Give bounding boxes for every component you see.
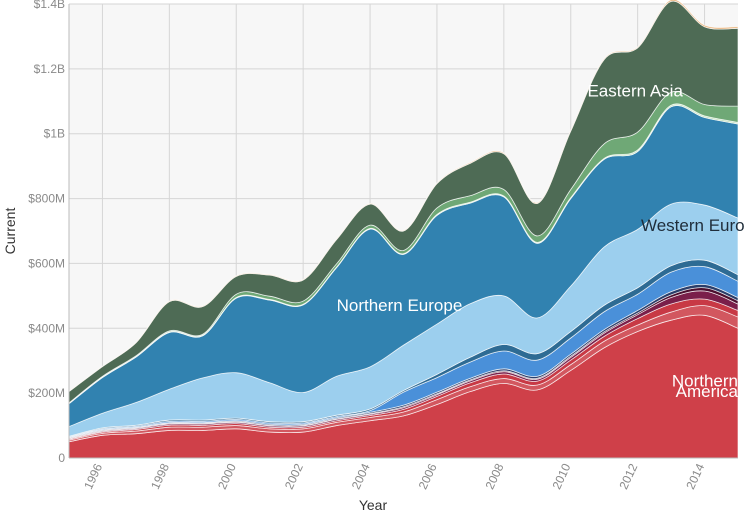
- x-tick-label: 2012: [616, 461, 640, 491]
- x-tick-label: 2006: [416, 461, 440, 491]
- y-tick-label: $400M: [28, 321, 65, 335]
- y-tick-label: $800M: [28, 192, 65, 206]
- y-tick-label: $200M: [28, 386, 65, 400]
- x-axis-title: Year: [359, 497, 388, 513]
- area-label-northern-america: Northern: [672, 372, 738, 391]
- y-axis-title: Current: [2, 208, 18, 255]
- y-tick-label: 0: [58, 451, 65, 465]
- area-other-region-j[interactable]: [68, 0, 739, 393]
- x-tick-label: 2002: [282, 461, 306, 491]
- x-tick-label: 2010: [549, 461, 573, 491]
- x-axis-ticks: 1996 1998 2000 2002 2004 2006 2008 2010 2012 2014: [81, 461, 707, 491]
- y-tick-label: $1B: [44, 127, 65, 141]
- area-label-northern-europe: Northern Europe: [337, 296, 463, 315]
- y-tick-label: $1.2B: [34, 62, 65, 76]
- x-tick-label: 2014: [683, 461, 707, 491]
- x-tick-label: 2004: [349, 461, 373, 491]
- x-tick-label: 1996: [81, 461, 105, 491]
- area-label-northern-america: America: [676, 382, 739, 401]
- y-tick-label: $1.4B: [34, 0, 65, 11]
- x-tick-label: 2000: [215, 461, 239, 491]
- area-layers: [68, 0, 739, 459]
- x-tick-label: 1998: [148, 461, 172, 491]
- y-tick-label: $600M: [28, 256, 65, 270]
- area-label-eastern-asia: Eastern Asia: [587, 81, 683, 100]
- area-label-western-europe: Western Euro: [641, 216, 745, 235]
- y-axis-ticks: 0 $200M $400M $600M $800M $1B $1.2B $1.4B: [28, 0, 65, 465]
- x-tick-label: 2008: [483, 461, 507, 491]
